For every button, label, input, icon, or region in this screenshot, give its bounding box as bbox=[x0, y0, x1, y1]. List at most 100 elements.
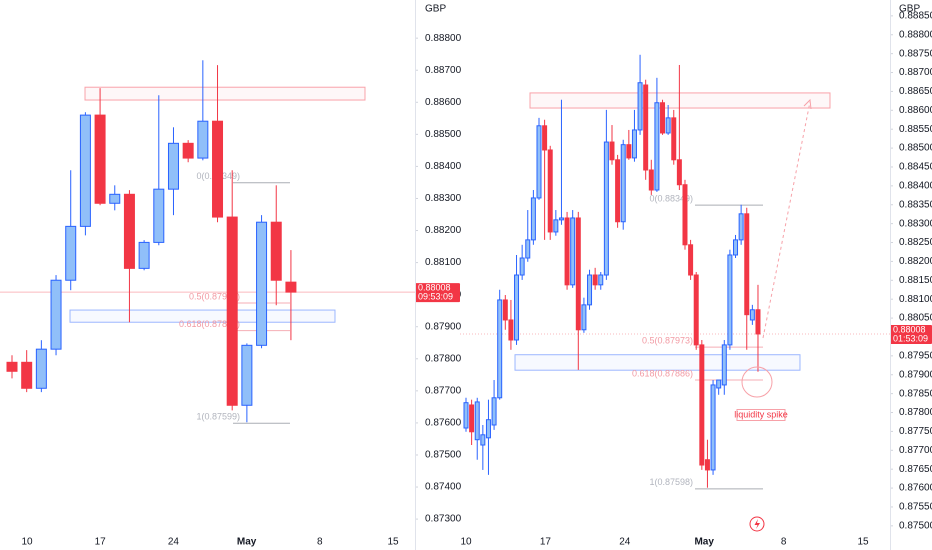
candle-body bbox=[553, 219, 559, 233]
y-tick-label: 0.88750 bbox=[899, 48, 932, 59]
x-tick-label: 15 bbox=[387, 537, 399, 548]
note-box bbox=[736, 409, 786, 421]
candle-body bbox=[197, 120, 209, 159]
x-tick-label: 10 bbox=[21, 537, 33, 548]
x-tick-label: 24 bbox=[619, 537, 631, 548]
fib-label: 0.618(0.87888) bbox=[179, 319, 240, 329]
candle-body bbox=[727, 254, 733, 346]
candle-body bbox=[671, 117, 677, 161]
last-price-label: 0.88008 bbox=[418, 282, 451, 292]
x-tick-label: May bbox=[237, 537, 257, 548]
price-zone bbox=[84, 86, 366, 101]
candle-body bbox=[609, 141, 615, 161]
y-tick-label: 0.88400 bbox=[899, 180, 932, 191]
candle-body bbox=[598, 274, 604, 286]
y-tick-label: 0.88500 bbox=[425, 129, 462, 140]
y-tick-label: 0.88600 bbox=[899, 105, 932, 116]
candle-body bbox=[6, 361, 18, 372]
y-tick-label: 0.88300 bbox=[425, 193, 462, 204]
spike-circle bbox=[741, 366, 773, 398]
candle-body bbox=[704, 459, 710, 471]
price-zone bbox=[514, 354, 801, 371]
y-tick-label: 0.88200 bbox=[425, 225, 462, 236]
candle-body bbox=[648, 169, 654, 191]
candle-body bbox=[21, 361, 33, 389]
candle-body bbox=[637, 82, 643, 131]
candle-body bbox=[212, 120, 224, 218]
candle-body bbox=[536, 125, 542, 199]
candle-body bbox=[491, 397, 497, 426]
candle-body bbox=[463, 402, 469, 429]
last-price-box bbox=[415, 283, 460, 303]
fib-label: 1(0.87598) bbox=[649, 477, 693, 487]
x-tick-label: 8 bbox=[781, 537, 787, 548]
y-tick-label: 0.87900 bbox=[899, 369, 932, 380]
candle-body bbox=[241, 344, 253, 406]
currency-label: GBP bbox=[899, 4, 920, 15]
candle-body bbox=[508, 319, 514, 341]
candle-body bbox=[226, 216, 238, 406]
candle-body bbox=[123, 193, 135, 269]
y-tick-label: 0.88650 bbox=[899, 86, 932, 97]
candle-body bbox=[474, 401, 480, 441]
event-icon[interactable] bbox=[749, 516, 765, 532]
y-tick-label: 0.87600 bbox=[425, 418, 462, 429]
y-tick-label: 0.88700 bbox=[425, 65, 462, 76]
candle-body bbox=[665, 117, 671, 134]
y-tick-label: 0.88200 bbox=[899, 256, 932, 267]
candle-body bbox=[643, 84, 649, 171]
fib-label: 0(0.88349) bbox=[649, 193, 693, 203]
y-tick-label: 0.88600 bbox=[425, 97, 462, 108]
candle-body bbox=[688, 244, 694, 276]
candle-body bbox=[480, 434, 486, 446]
candle-body bbox=[738, 213, 744, 241]
candle-body bbox=[710, 384, 716, 471]
y-tick-label: 0.87800 bbox=[425, 353, 462, 364]
y-tick-label: 0.88100 bbox=[899, 294, 932, 305]
candle-body bbox=[35, 348, 47, 389]
y-tick-label: 0.87800 bbox=[899, 407, 932, 418]
candle-body bbox=[94, 114, 106, 204]
candle-body bbox=[581, 304, 587, 331]
candle-body bbox=[721, 344, 727, 386]
y-tick-label: 0.87500 bbox=[425, 450, 462, 461]
lightning-glyph bbox=[754, 519, 760, 529]
y-tick-label: 0.88450 bbox=[899, 162, 932, 173]
y-tick-label: 0.87700 bbox=[425, 385, 462, 396]
candle-body bbox=[693, 274, 699, 346]
x-tick-label: 17 bbox=[540, 537, 552, 548]
y-tick-label: 0.88550 bbox=[899, 124, 932, 135]
y-tick-label: 0.88150 bbox=[899, 275, 932, 286]
y-tick-label: 0.88350 bbox=[899, 199, 932, 210]
x-tick-label: 10 bbox=[460, 537, 472, 548]
fib-label: 1(0.87599) bbox=[196, 412, 240, 422]
candle-body bbox=[525, 239, 531, 259]
y-tick-label: 0.87650 bbox=[899, 464, 932, 475]
candle-body bbox=[733, 239, 739, 256]
y-tick-label: 0.87750 bbox=[899, 426, 932, 437]
candle-body bbox=[660, 102, 666, 134]
candle-body bbox=[138, 241, 150, 269]
candle-body bbox=[167, 142, 179, 190]
arrow-head bbox=[803, 98, 812, 110]
x-tick-label: 24 bbox=[168, 537, 180, 548]
x-tick-label: May bbox=[694, 537, 714, 548]
candle-body bbox=[676, 159, 682, 186]
candle-body bbox=[603, 141, 609, 276]
candle-body bbox=[592, 274, 598, 286]
candle-body bbox=[654, 102, 660, 191]
y-tick-label: 0.87850 bbox=[899, 388, 932, 399]
y-tick-label: 0.87550 bbox=[899, 502, 932, 513]
candle-body bbox=[469, 404, 475, 433]
note-label: liquidity spike bbox=[734, 409, 788, 419]
candle-body bbox=[502, 299, 508, 321]
candle-body bbox=[626, 144, 632, 159]
y-tick-label: 0.88300 bbox=[899, 218, 932, 229]
candle-body bbox=[519, 257, 525, 276]
candle-body bbox=[65, 225, 77, 281]
y-tick-label: 0.88800 bbox=[899, 29, 932, 40]
last-price-box bbox=[890, 324, 932, 344]
